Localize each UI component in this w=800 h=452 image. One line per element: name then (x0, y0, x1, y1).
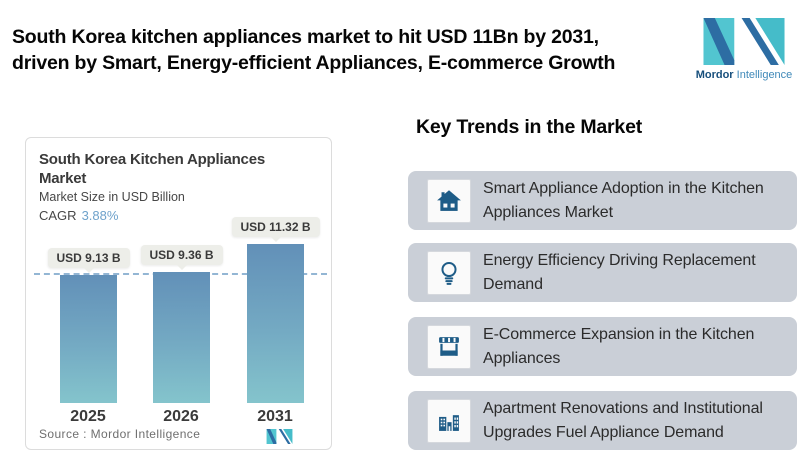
trend-text-line1: Apartment Renovations and Institutional (483, 399, 763, 417)
trend-icon-box (427, 251, 471, 295)
chart-title: South Korea Kitchen Appliances Market (39, 150, 265, 188)
chart-subtitle: Market Size in USD Billion (39, 190, 185, 204)
bar-chart-plot: USD 9.13 B USD 9.36 B USD 11.32 B (34, 217, 327, 403)
trend-text: E-Commerce Expansion in the Kitchen Appl… (483, 323, 754, 371)
x-axis-label-2026: 2026 (163, 408, 199, 425)
bar-value-pill: USD 9.13 B (47, 248, 130, 268)
bar-group-2026: USD 9.36 B (140, 233, 223, 403)
bar (247, 244, 304, 403)
trend-text-line2: Appliances (483, 349, 561, 367)
bar-group-2025: USD 9.13 B (47, 233, 130, 403)
mordor-intelligence-logo: Mordor Intelligence (692, 12, 796, 102)
trend-text: Smart Appliance Adoption in the Kitchen … (483, 177, 764, 225)
trend-text-line2: Demand (483, 275, 543, 293)
mordor-logo-mark-icon (703, 18, 785, 65)
trend-text: Apartment Renovations and Institutional … (483, 397, 763, 445)
trend-card-apartment-renovations: Apartment Renovations and Institutional … (408, 391, 797, 450)
x-axis-label-2031: 2031 (257, 408, 293, 425)
trend-icon-box (427, 179, 471, 223)
trend-text-line1: Smart Appliance Adoption in the Kitchen (483, 179, 764, 197)
x-axis-label-2025: 2025 (70, 408, 106, 425)
trend-icon-box (427, 325, 471, 369)
trend-card-energy-efficiency: Energy Efficiency Driving Replacement De… (408, 243, 797, 302)
trend-card-smart-appliance: Smart Appliance Adoption in the Kitchen … (408, 171, 797, 230)
house-icon (437, 190, 461, 211)
trend-text-line2: Appliances Market (483, 203, 613, 221)
trend-icon-box (427, 399, 471, 443)
trend-text-line1: Energy Efficiency Driving Replacement (483, 251, 756, 269)
chart-title-line2: Market (39, 170, 87, 187)
lightbulb-icon (441, 261, 457, 285)
brand-name-light: Intelligence (736, 69, 793, 81)
trend-text-line1: E-Commerce Expansion in the Kitchen (483, 325, 755, 343)
cagr-value: 3.88% (81, 208, 119, 223)
buildings-icon (439, 415, 459, 431)
bar-group-2031: USD 11.32 B (231, 217, 320, 403)
chart-source: Source : Mordor Intelligence (39, 427, 201, 441)
chart-cagr: CAGR 3.88% (39, 208, 118, 223)
trend-text-line2: Upgrades Fuel Appliance Demand (483, 423, 724, 441)
market-chart-card: South Korea Kitchen Appliances Market Ma… (25, 137, 332, 450)
page-title-line2: driven by Smart, Energy-efficient Applia… (12, 52, 616, 74)
chart-title-line1: South Korea Kitchen Appliances (39, 151, 265, 168)
trend-text: Energy Efficiency Driving Replacement De… (483, 249, 756, 297)
page-title: South Korea kitchen appliances market to… (12, 24, 692, 76)
brand-name: Mordor Intelligence (692, 69, 796, 81)
brand-name-bold: Mordor (695, 69, 734, 81)
trends-heading: Key Trends in the Market (416, 116, 643, 138)
trend-card-ecommerce: E-Commerce Expansion in the Kitchen Appl… (408, 317, 797, 376)
bar (153, 272, 210, 403)
bar (60, 275, 117, 403)
bar-value-pill: USD 9.36 B (140, 245, 223, 265)
cagr-label: CAGR (39, 208, 77, 223)
page-title-line1: South Korea kitchen appliances market to… (12, 26, 599, 48)
storefront-icon (439, 337, 459, 356)
bar-value-pill: USD 11.32 B (231, 217, 320, 237)
mordor-mini-logo-icon (266, 429, 293, 444)
